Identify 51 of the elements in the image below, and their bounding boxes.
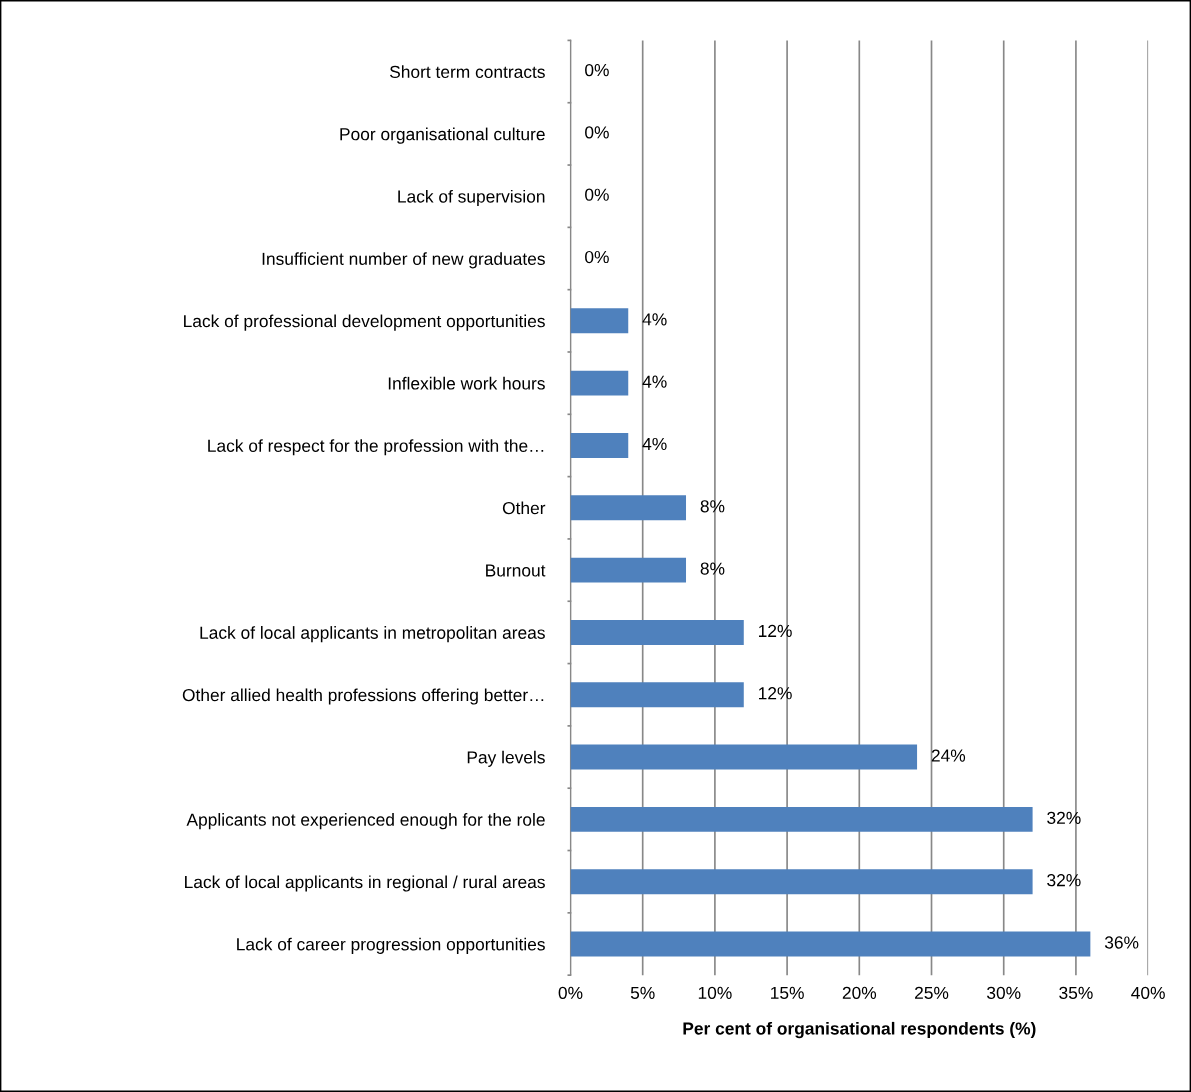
data-label: 12% (758, 687, 792, 700)
data-label: 4% (642, 375, 667, 388)
bar (570, 806, 1033, 832)
bar (570, 931, 1091, 957)
y-tick-label: Insufficient number of new graduates (262, 252, 545, 269)
x-tick-label: 0% (558, 986, 583, 1000)
bar (570, 869, 1033, 895)
data-label: 12% (758, 624, 792, 638)
bar (570, 744, 918, 770)
data-label: 4% (642, 437, 667, 451)
x-tick-label: 15% (771, 986, 804, 1000)
x-tick-label: 35% (1059, 986, 1093, 1000)
data-label: 0% (585, 188, 609, 201)
x-tick-label: 10% (698, 986, 732, 1000)
data-label: 32% (1047, 874, 1081, 887)
data-label: 32% (1047, 811, 1081, 825)
data-label: 4% (642, 313, 667, 326)
x-tick-label: 5% (630, 986, 655, 1000)
x-axis-title: Per cent of organisational respondents (%) (683, 1021, 1036, 1039)
y-tick-label: Pay levels (467, 750, 545, 767)
y-tick-label: Lack of local applicants in regional / rural areas (185, 875, 545, 892)
data-label: 24% (931, 749, 966, 762)
data-label: 8% (700, 562, 725, 575)
data-label: 8% (700, 500, 725, 513)
y-tick-label: Lack of supervision (398, 189, 545, 207)
bar (570, 308, 629, 334)
y-tick-label: Other allied health professions offering better… (182, 688, 544, 705)
y-tick-label: Lack of career progression opportunities (237, 937, 545, 954)
data-label: 0% (585, 250, 609, 264)
x-tick-label: 20% (842, 986, 877, 1000)
y-tick-label: Lack of respect for the profession with the… (208, 439, 544, 456)
bar (570, 619, 744, 645)
bar (570, 557, 687, 583)
y-tick-label: Applicants not experienced enough for the role (186, 813, 545, 830)
y-tick-label: Lack of local applicants in metropolitan areas (200, 626, 545, 643)
x-tick-label: 40% (1131, 986, 1165, 1000)
bar (570, 433, 629, 458)
y-tick-label: Other (502, 501, 546, 515)
bar (570, 495, 687, 521)
y-tick-label: Short term contracts (389, 65, 545, 79)
data-label: 0% (585, 126, 609, 139)
y-tick-label: Lack of professional development opportunities (184, 314, 545, 331)
y-tick-label: Burnout (486, 564, 546, 577)
x-tick-label: 25% (915, 986, 949, 1000)
y-tick-label: Poor organisational culture (340, 127, 545, 144)
y-tick-label: Inflexible work hours (388, 376, 545, 390)
bar (570, 682, 744, 708)
x-tick-label: 30% (987, 986, 1021, 1000)
data-label: 36% (1104, 936, 1139, 949)
data-label: 0% (585, 63, 609, 77)
bar (570, 370, 629, 396)
